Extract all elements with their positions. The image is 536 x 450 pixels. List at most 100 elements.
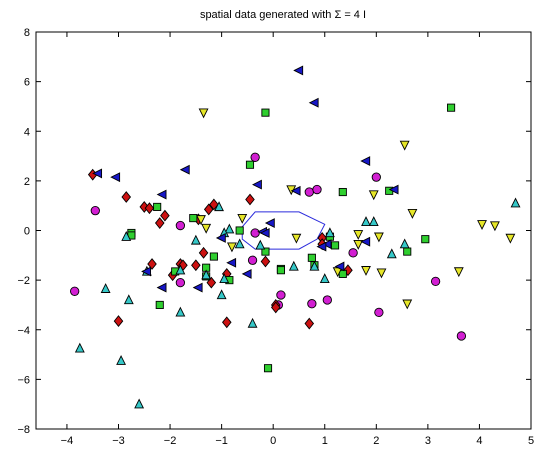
triangle-left-point xyxy=(316,241,327,252)
triangle-down-point xyxy=(402,299,413,310)
diamond-point xyxy=(245,193,255,206)
triangle-down-point xyxy=(368,190,379,201)
circle-point xyxy=(348,248,358,258)
square-point xyxy=(338,187,347,197)
chart-title: spatial data generated with Σ = 4 I xyxy=(200,9,366,21)
triangle-left-point xyxy=(388,184,399,195)
diamond-point xyxy=(154,217,165,229)
diamond-point xyxy=(209,198,219,211)
x-tick-label: 1 xyxy=(322,435,328,447)
triangle-down-point xyxy=(477,220,487,231)
triangle-left-point xyxy=(226,257,237,268)
circle-point xyxy=(430,276,441,287)
triangle-down-point xyxy=(373,232,384,243)
triangle-left-point xyxy=(156,282,167,293)
circle-point xyxy=(175,220,186,231)
triangle-left-point xyxy=(179,164,190,175)
circle-point xyxy=(250,228,260,238)
y-tick-label: −6 xyxy=(17,374,30,386)
triangle-up-point xyxy=(324,227,335,238)
triangle-left-point xyxy=(334,261,345,272)
points-layer xyxy=(70,65,521,409)
circle-point xyxy=(304,187,314,197)
triangle-up-point xyxy=(123,294,134,305)
circle-point xyxy=(456,331,467,341)
triangle-up-point xyxy=(234,238,245,249)
circle-point xyxy=(322,295,332,305)
triangle-up-point xyxy=(288,260,299,271)
diamond-point xyxy=(160,209,170,222)
square-point xyxy=(261,247,270,256)
triangle-left-point xyxy=(156,189,167,200)
circle-point xyxy=(175,277,186,288)
triangle-down-point xyxy=(237,213,248,224)
triangle-left-point xyxy=(192,282,203,293)
triangle-up-point xyxy=(368,216,379,226)
y-tick-label: −4 xyxy=(17,325,30,337)
y-tick-label: 8 xyxy=(24,27,30,39)
x-tick-label: 3 xyxy=(425,435,431,447)
y-tick-label: −8 xyxy=(17,424,30,436)
triangle-down-point xyxy=(353,239,364,250)
triangle-down-point xyxy=(227,242,237,253)
diamond-point xyxy=(113,315,124,327)
triangle-left-point xyxy=(321,239,332,250)
triangle-up-point xyxy=(100,283,111,293)
triangle-down-point xyxy=(453,267,464,278)
triangle-up-point xyxy=(399,238,410,249)
triangle-left-point xyxy=(259,228,270,238)
triangle-left-point xyxy=(290,185,301,196)
x-tick-label: −1 xyxy=(215,435,228,447)
diamond-point xyxy=(203,203,214,216)
triangle-up-point xyxy=(201,269,212,280)
triangle-left-point xyxy=(92,168,103,179)
square-point xyxy=(307,253,316,262)
square-point xyxy=(276,266,285,275)
square-point xyxy=(189,214,198,223)
triangle-down-point xyxy=(407,208,418,219)
y-tick-label: 6 xyxy=(24,77,30,89)
triangle-up-point xyxy=(247,317,258,328)
triangle-left-point xyxy=(360,236,371,247)
triangle-down-point xyxy=(489,221,500,232)
triangle-up-point xyxy=(74,342,85,353)
diamond-point xyxy=(304,317,315,330)
circle-point xyxy=(70,286,80,296)
triangle-left-point xyxy=(241,268,252,279)
square-point xyxy=(331,241,340,250)
triangle-down-point xyxy=(353,230,364,240)
triangle-up-point xyxy=(190,234,201,245)
y-tick-label: 2 xyxy=(24,176,30,188)
polygon-layer xyxy=(241,211,326,250)
x-tick-label: −3 xyxy=(112,435,125,447)
triangle-left-point xyxy=(293,65,304,76)
y-tick-label: −2 xyxy=(17,275,30,287)
diamond-point xyxy=(191,259,201,272)
square-point xyxy=(153,202,162,211)
square-point xyxy=(447,103,456,112)
triangle-left-point xyxy=(308,97,319,108)
square-point xyxy=(263,364,273,373)
diamond-point xyxy=(206,276,217,289)
triangle-down-point xyxy=(198,108,209,119)
diamond-point xyxy=(121,191,132,203)
x-tick-label: 4 xyxy=(476,435,482,447)
triangle-left-point xyxy=(252,179,262,190)
diamond-point xyxy=(260,255,271,268)
triangle-left-point xyxy=(110,172,121,183)
triangle-down-point xyxy=(505,233,516,244)
triangle-up-point xyxy=(319,273,330,284)
triangle-left-point xyxy=(264,218,275,228)
triangle-down-point xyxy=(399,140,410,151)
triangle-up-point xyxy=(214,201,224,212)
triangle-up-point xyxy=(309,260,320,271)
circle-point xyxy=(371,172,381,182)
diamond-point xyxy=(270,301,281,314)
triangle-down-point xyxy=(376,268,387,279)
boundary-polygon xyxy=(241,211,326,250)
triangle-left-point xyxy=(141,266,152,277)
x-tick-label: 5 xyxy=(528,435,534,447)
circle-point xyxy=(276,290,286,300)
diamond-point xyxy=(147,258,157,270)
